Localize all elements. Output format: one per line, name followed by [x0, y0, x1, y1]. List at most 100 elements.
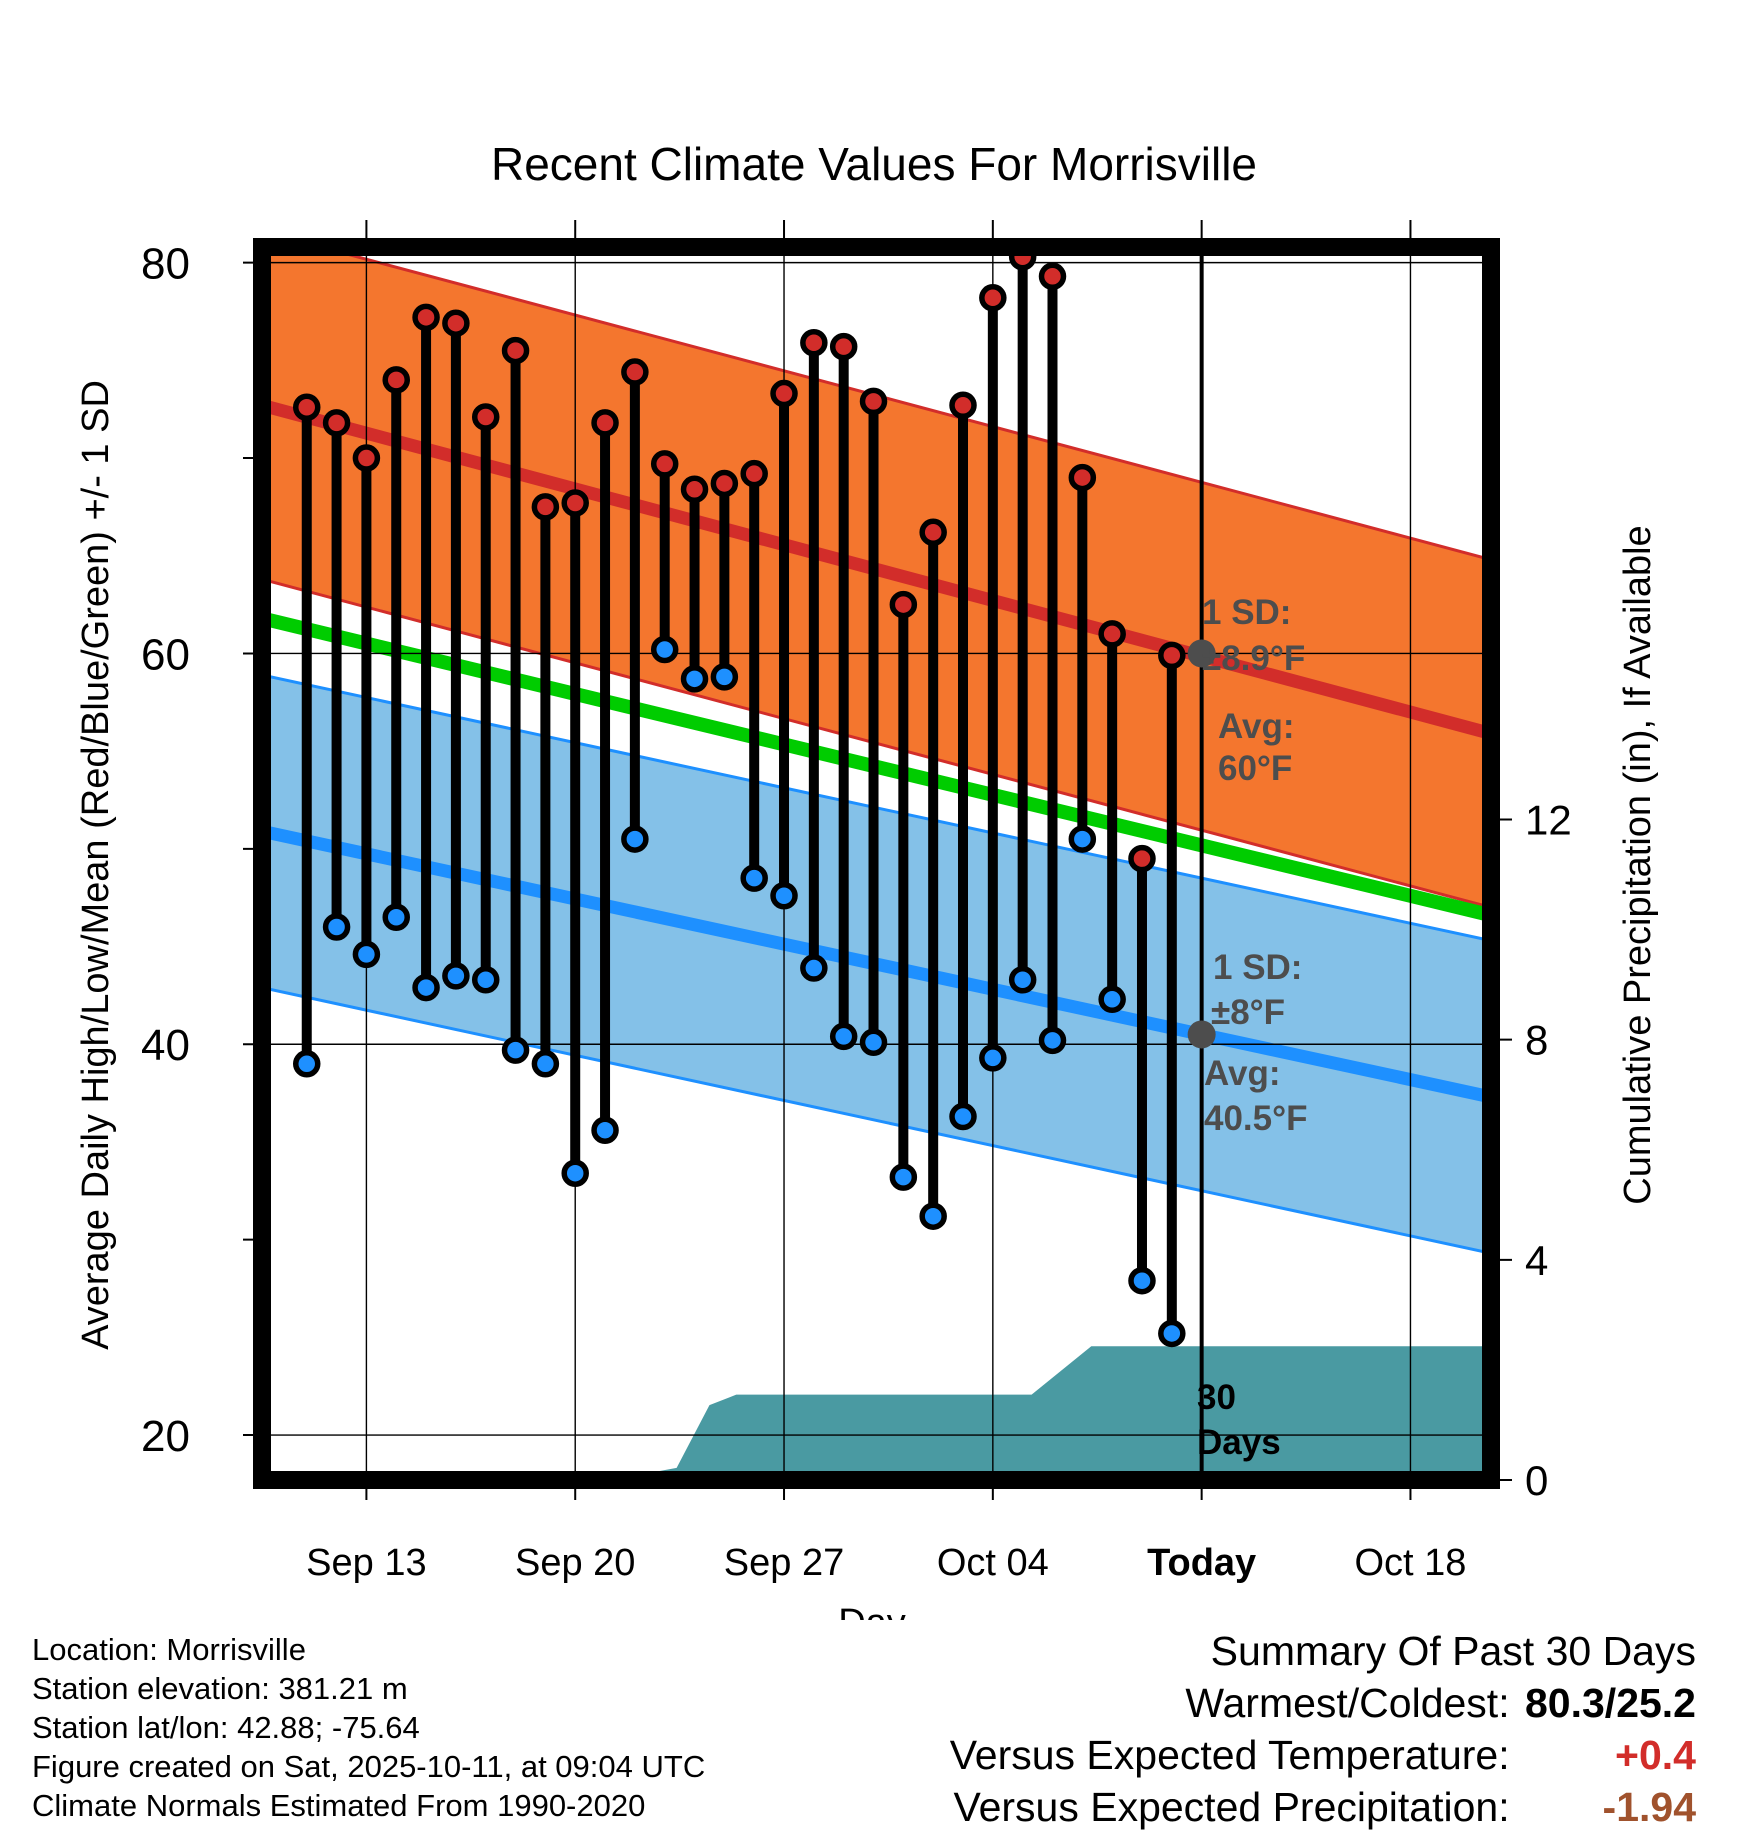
daily-high-dot [770, 379, 798, 408]
daily-high-dot [1038, 262, 1067, 291]
daily-high-dot [1098, 620, 1126, 648]
daily-high-dot [561, 489, 589, 517]
daily-high-dot [352, 444, 381, 472]
daily-high-dot [471, 403, 500, 431]
x-tick-label: Today [1147, 1542, 1256, 1584]
y2-axis-label: Cumulative Precipitation (in), If Availa… [1617, 525, 1659, 1204]
daily-low-dot [531, 1050, 560, 1078]
daily-high-dot [979, 284, 1007, 312]
daily-high-dot [829, 332, 858, 361]
daily-low-dot [322, 913, 351, 941]
low-sd-band-lower-edge [262, 986, 1491, 1255]
daily-low-dot [800, 954, 828, 982]
daily-low-dot [919, 1202, 947, 1230]
daily-low-dot [740, 864, 768, 892]
daily-high-dot [412, 303, 440, 332]
y-tick-label: 80 [141, 240, 190, 289]
daily-low-dot [710, 663, 739, 691]
y-tick-label: 60 [141, 630, 190, 679]
daily-high-dot [591, 409, 619, 437]
precip-value: -1.94 [1602, 1784, 1696, 1830]
precip-area [628, 1346, 1491, 1480]
daily-high-dot [292, 393, 321, 421]
daily-low-dot [650, 635, 679, 664]
daily-low-dot [412, 973, 440, 1002]
chart-title: Recent Climate Values For Morrisville [491, 138, 1257, 190]
period-number: 30 [1197, 1378, 1236, 1417]
normals-text: Climate Normals Estimated From 1990-2020 [32, 1788, 646, 1823]
daily-high-dot [919, 518, 947, 547]
daily-high-dot [442, 309, 470, 337]
warm-cold-label: Warmest/Coldest: [1185, 1680, 1510, 1726]
x-tick-label: Sep 20 [515, 1542, 635, 1584]
warm-cold-row: Warmest/Coldest: 80.3/25.2 [950, 1677, 1696, 1729]
climate-chart: Recent Climate Values For Morrisville 1 … [75, 138, 1659, 1620]
daily-low-dot [1068, 825, 1097, 853]
daily-high-dot [710, 469, 739, 498]
temp-label: Versus Expected Temperature: [949, 1732, 1510, 1778]
daily-low-dot [352, 940, 381, 969]
summary-title: Summary Of Past 30 Days [1210, 1628, 1696, 1674]
daily-low-dot [621, 825, 649, 853]
low-sd-label: 1 SD: [1213, 948, 1302, 987]
daily-low-dot [501, 1036, 530, 1064]
daily-low-dot [1098, 985, 1126, 1014]
daily-low-dot [1008, 966, 1037, 994]
daily-high-dot [1158, 641, 1186, 670]
daily-high-dot [949, 391, 977, 420]
temp-row: Versus Expected Temperature: +0.4 [950, 1729, 1696, 1781]
daily-low-dot [949, 1102, 977, 1131]
precip-label: Versus Expected Precipitation: [953, 1784, 1510, 1830]
x-tick-label: Oct 18 [1354, 1542, 1466, 1584]
y2-tick-label: 8 [1525, 1017, 1548, 1064]
daily-high-dot [501, 336, 530, 365]
x-tick-label: Sep 13 [306, 1542, 426, 1584]
daily-low-dot [1128, 1266, 1156, 1295]
daily-high-dot [621, 358, 649, 386]
warm-cold-value: 80.3/25.2 [1525, 1680, 1696, 1726]
latlon-text: Station lat/lon: 42.88; -75.64 [32, 1710, 420, 1745]
summary-panel: Summary Of Past 30 Days Warmest/Coldest:… [950, 1625, 1696, 1833]
high-avg-label: Avg: [1218, 707, 1294, 746]
temp-value: +0.4 [1615, 1732, 1696, 1778]
high-sd-value: ±8.9°F [1202, 639, 1305, 678]
daily-low-dot [1038, 1026, 1067, 1055]
elevation-text: Station elevation: 381.21 m [32, 1671, 408, 1706]
daily-high-dot [382, 366, 410, 394]
low-sd-value: ±8°F [1211, 993, 1285, 1032]
daily-low-dot [591, 1116, 619, 1144]
daily-high-dot [531, 493, 560, 521]
precip-row: Versus Expected Precipitation: -1.94 [950, 1781, 1697, 1833]
period-unit: Days [1197, 1423, 1281, 1462]
high-sd-label: 1 SD: [1202, 593, 1291, 632]
daily-low-dot [561, 1159, 589, 1187]
daily-high-dot [1128, 844, 1156, 873]
y-axis-label: Average Daily High/Low/Mean (Red/Blue/Gr… [75, 380, 117, 1350]
y-tick-label: 20 [141, 1412, 190, 1461]
y-tick-label: 40 [141, 1021, 190, 1070]
daily-high-dot [889, 590, 918, 619]
daily-low-dot [471, 966, 500, 994]
daily-low-dot [859, 1028, 888, 1057]
daily-low-dot [889, 1163, 918, 1191]
daily-low-dot [770, 881, 798, 910]
y2-tick-label: 0 [1525, 1457, 1548, 1504]
y2-tick-label: 4 [1525, 1237, 1548, 1284]
daily-low-dot [979, 1044, 1007, 1072]
daily-low-dot [442, 962, 470, 990]
daily-high-dot [322, 409, 351, 437]
daily-low-dot [1158, 1319, 1186, 1348]
plot-frame [253, 238, 1500, 1489]
x-tick-label: Oct 04 [937, 1542, 1049, 1584]
x-axis-label: Day [838, 1602, 906, 1620]
daily-high-dot [680, 475, 709, 504]
today-normal-low-marker [1187, 1020, 1216, 1049]
high-avg-value: 60°F [1218, 749, 1292, 788]
daily-low-dot [680, 665, 709, 693]
created-text: Figure created on Sat, 2025-10-11, at 09… [32, 1749, 706, 1784]
y2-tick-label: 12 [1525, 796, 1572, 843]
today-normal-high-marker [1187, 639, 1216, 668]
daily-high-dot [800, 328, 828, 357]
daily-high-dot [1068, 463, 1097, 492]
